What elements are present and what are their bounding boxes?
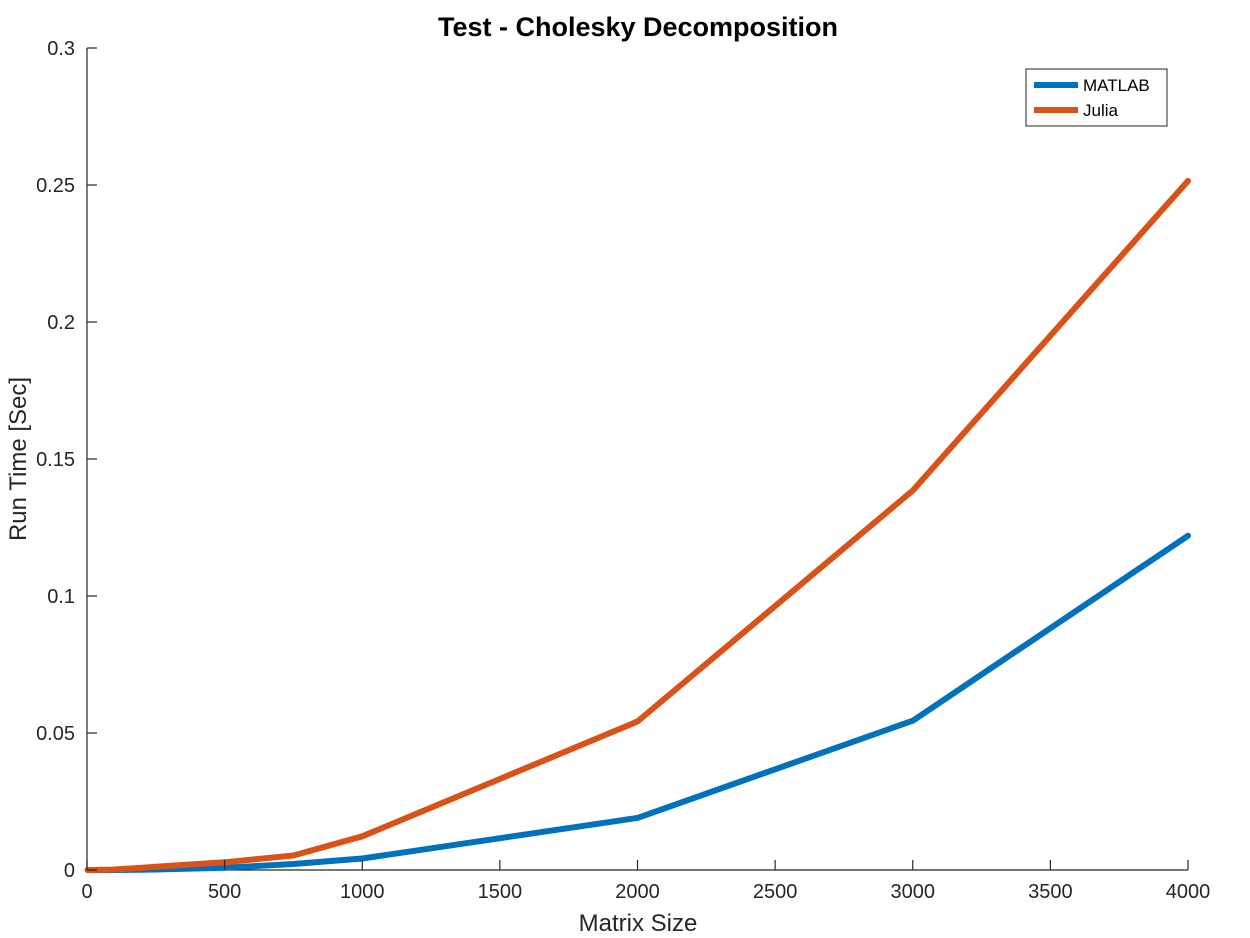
series-line-julia [84, 177, 1191, 873]
legend-label-matlab: MATLAB [1083, 76, 1150, 95]
x-tick-label: 1000 [340, 881, 385, 903]
x-tick-label: 2000 [615, 881, 660, 903]
y-tick-label: 0.15 [36, 449, 75, 471]
x-tick-label: 3000 [891, 881, 936, 903]
x-axis-title: Matrix Size [579, 910, 698, 937]
y-tick-label: 0.05 [36, 723, 75, 745]
legend-box [1025, 68, 1168, 127]
y-tick-label: 0.1 [47, 586, 75, 608]
y-tick-label: 0.25 [36, 175, 75, 197]
y-tick-label: 0.3 [47, 38, 75, 60]
y-tick-label: 0.2 [47, 312, 75, 334]
legend-label-julia: Julia [1083, 101, 1119, 120]
chart-title: Test - Cholesky Decomposition [438, 12, 838, 42]
y-tick-label: 0 [64, 860, 75, 882]
series-layer [84, 177, 1191, 873]
y-axis-title: Run Time [Sec] [5, 377, 32, 541]
x-tick-label: 500 [208, 881, 241, 903]
y-axis-ticks: 0 0.05 0.1 0.15 0.2 0.25 0.3 [36, 38, 97, 882]
plot-axes [86, 48, 1188, 871]
x-tick-label: 0 [81, 881, 92, 903]
x-tick-label: 2500 [753, 881, 798, 903]
x-tick-label: 4000 [1166, 881, 1211, 903]
legend: MATLAB Julia [1025, 68, 1168, 127]
x-tick-label: 1500 [478, 881, 523, 903]
x-tick-label: 3500 [1028, 881, 1073, 903]
series-line-matlab [84, 532, 1191, 873]
x-axis-ticks: 0 500 1000 1500 2000 2500 3000 3500 4000 [81, 860, 1210, 903]
